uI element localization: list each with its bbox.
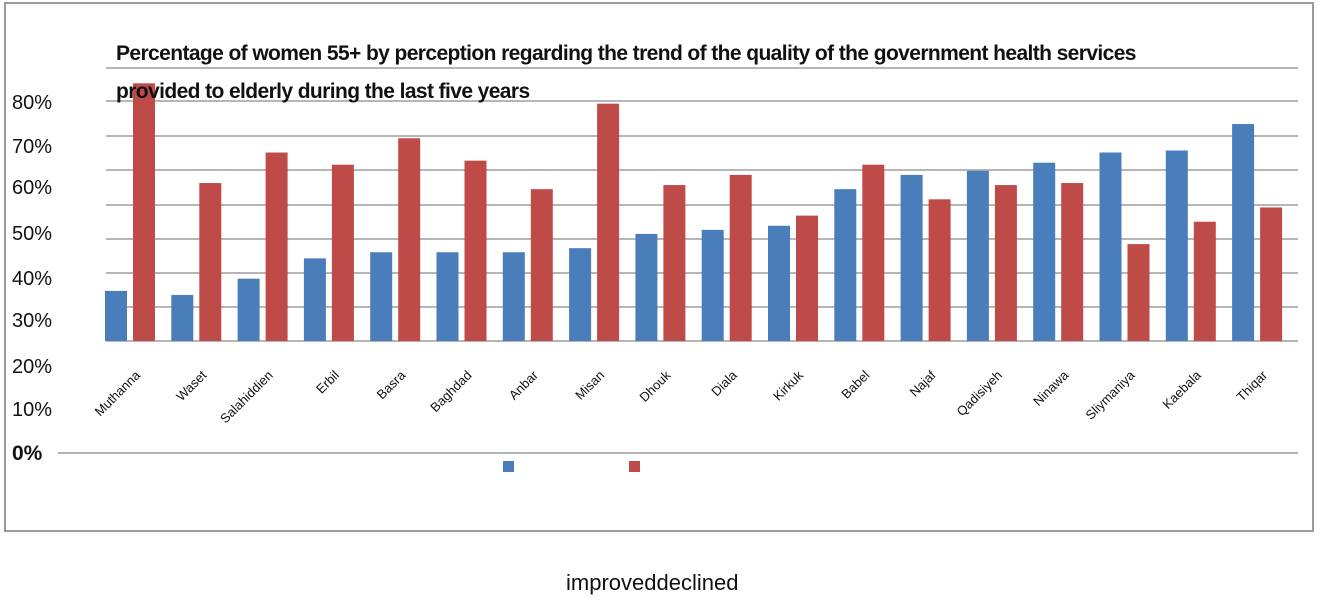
bar-improved	[436, 252, 459, 341]
bar-improved	[768, 225, 790, 341]
bar-declined	[862, 164, 885, 341]
bar-declined	[663, 185, 686, 341]
x-tick-label: Dhouk	[636, 367, 674, 405]
legend-label: improveddeclined	[566, 570, 739, 595]
chart-plot: 80%70%60%50%40%30%20%10%0%Muthanna Waset S…	[12, 67, 1298, 465]
bar-declined	[464, 160, 487, 341]
y-tick-label: 60%	[12, 177, 52, 199]
y-tick-label: 30%	[12, 310, 52, 332]
chart-title-line-1: Percentage of women 55+ by perception re…	[116, 42, 1136, 65]
x-tick-label: Babel	[838, 367, 872, 401]
bar-improved	[1165, 150, 1188, 341]
bar-improved	[370, 252, 393, 341]
x-tick-label: Basra	[374, 367, 409, 402]
bar-improved	[502, 252, 525, 341]
bar-improved	[569, 248, 592, 341]
bar-improved	[900, 174, 923, 341]
y-tick-label: 0%	[12, 442, 43, 465]
bar-improved	[303, 258, 326, 341]
x-tick-label: Kaebala	[1160, 367, 1205, 412]
bar-declined	[398, 138, 421, 341]
x-tick-label: Najaf	[907, 367, 939, 399]
legend-swatch-declined	[629, 461, 640, 472]
bar-improved	[105, 290, 127, 341]
bar-declined	[796, 215, 818, 341]
x-tick-label: Qadisiyeh	[954, 368, 1005, 419]
y-tick-label: 40%	[12, 268, 52, 290]
y-tick-label: 50%	[12, 223, 52, 245]
y-tick-label: 20%	[12, 356, 52, 378]
x-tick-label: Diala	[708, 367, 740, 399]
x-tick-label: Salahiddien	[217, 368, 276, 427]
legend-swatch-improved	[503, 461, 514, 472]
bar-declined	[331, 164, 354, 341]
x-tick-label: Thiqar	[1234, 367, 1271, 404]
bar-improved	[1232, 124, 1255, 341]
x-tick-label: Anbar	[506, 367, 542, 403]
bar-improved	[1099, 152, 1122, 341]
bar-improved	[701, 229, 724, 341]
bar-improved	[1033, 162, 1056, 341]
bar-declined	[530, 189, 553, 341]
bar-declined	[199, 183, 222, 341]
x-tick-label: Erbil	[313, 367, 342, 396]
y-tick-label: 70%	[12, 136, 52, 158]
bar-declined	[729, 174, 752, 341]
bar-declined	[265, 152, 288, 341]
bar-improved	[237, 278, 260, 341]
x-tick-label: Misan	[572, 368, 607, 403]
bar-improved	[834, 189, 857, 341]
chart-title-line-2: provided to elderly during the last five…	[116, 80, 530, 103]
bar-declined	[1061, 183, 1084, 341]
bar-declined	[928, 199, 951, 341]
bar-improved	[966, 170, 989, 341]
chart-frame: 80% 70% 60% 50% 40% 30% 20% 10% 0% Muthanna Waset S…	[4, 2, 1314, 532]
bar-declined	[133, 83, 155, 341]
x-tick-label: Ninawa	[1030, 367, 1072, 409]
y-tick-label: 10%	[12, 399, 52, 421]
bar-declined	[1193, 221, 1216, 341]
x-tick-label: Sliymaniya	[1083, 367, 1139, 423]
bar-declined	[1127, 244, 1150, 341]
bar-declined	[597, 103, 620, 342]
bar-declined	[1260, 207, 1283, 341]
x-tick-label: Kirkuk	[770, 367, 806, 403]
x-tick-label: Baghdad	[427, 368, 474, 415]
x-tick-label: Muthanna	[92, 367, 144, 419]
bar-improved	[635, 233, 658, 341]
bar-declined	[994, 185, 1017, 341]
bar-improved	[171, 294, 194, 341]
x-tick-label: Waset	[173, 367, 210, 404]
y-tick-label: 80%	[12, 92, 52, 114]
